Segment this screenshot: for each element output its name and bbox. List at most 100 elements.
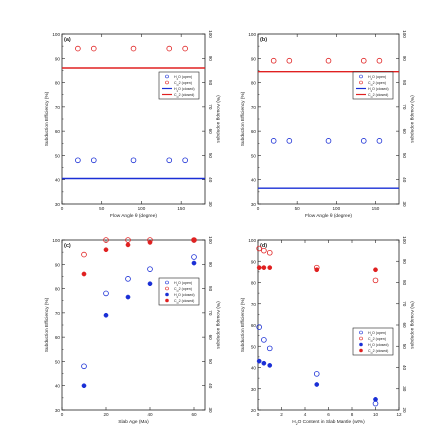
- y-tick-label-right: 100: [402, 30, 407, 38]
- data-point: [103, 237, 109, 243]
- legend-entry: H2O (closed): [174, 293, 195, 299]
- data-point: [261, 337, 267, 343]
- legend-swatch: [165, 280, 169, 285]
- y-tick-label-right: 30: [208, 201, 213, 207]
- y-tick-label: 100: [52, 238, 60, 243]
- data-point: [191, 254, 197, 260]
- data-point: [130, 157, 137, 164]
- data-point: [166, 45, 173, 52]
- data-point: [182, 157, 188, 164]
- y-axis-label-right: (%) Aouapg uopnpqns: [409, 301, 415, 349]
- y-tick-label-right: 50: [402, 153, 407, 159]
- y-tick-label-right: 80: [402, 80, 407, 86]
- legend-entry: H2O (open): [174, 75, 192, 81]
- legend-swatch: [359, 348, 363, 353]
- y-tick-label-right: 50: [402, 344, 407, 350]
- data-point: [147, 240, 153, 245]
- y-tick-label: 80: [251, 281, 257, 286]
- legend-entry: CO2 (open): [174, 81, 192, 87]
- y-axis-label-right: (%) Aouapg uopnpqns: [215, 95, 221, 143]
- x-tick-label: 100: [138, 206, 146, 211]
- x-tick-label: 100: [332, 206, 340, 211]
- y-tick-label: 50: [251, 344, 257, 349]
- data-point: [75, 45, 81, 52]
- data-point: [314, 267, 320, 273]
- y-tick-label: 40: [55, 178, 61, 183]
- y-tick-label-right: 80: [402, 280, 407, 286]
- y-tick-label-right: 50: [208, 359, 213, 365]
- x-tick-label: 12: [396, 412, 402, 417]
- y-tick-label-right: 100: [208, 30, 213, 38]
- y-tick-label-right: 70: [402, 301, 407, 307]
- series-co2-open: [256, 245, 379, 284]
- data-point: [90, 45, 97, 52]
- data-point: [103, 290, 109, 297]
- panel-label: (a): [64, 37, 71, 43]
- legend-entry: CO2 (open): [368, 81, 386, 87]
- series-co2-open: [75, 45, 188, 52]
- x-tick-label: 6: [327, 412, 330, 417]
- data-point: [191, 260, 197, 266]
- x-tick-label: 150: [372, 206, 380, 211]
- y-axis-label-right: (%) Aouapg uopnpqns: [215, 301, 221, 349]
- x-tick-label: 4: [304, 412, 307, 417]
- chart-panel-a: 30 30 40 40 50 50 60 60 70 70 80 80 90 90 100 100 0 50 100…: [44, 30, 221, 219]
- data-point: [103, 247, 109, 253]
- data-point: [90, 157, 97, 164]
- y-tick-label: 90: [251, 259, 257, 264]
- data-point: [376, 138, 383, 144]
- data-point: [286, 57, 293, 64]
- series-h2o-closed: [81, 260, 197, 389]
- data-point: [81, 363, 87, 370]
- data-point: [147, 281, 153, 287]
- data-point: [182, 45, 188, 52]
- y-tick-label: 30: [251, 202, 257, 207]
- data-point: [125, 242, 131, 248]
- legend: H2O (open)CO2 (open)H2O (closed)CO2 (clo…: [352, 327, 394, 356]
- y-tick-label-right: 100: [208, 236, 213, 244]
- x-tick-label: 0: [61, 206, 64, 211]
- plot-frame: [257, 239, 400, 411]
- data-point: [261, 360, 267, 366]
- y-tick-label: 80: [251, 81, 257, 86]
- data-point: [166, 157, 173, 164]
- data-point: [125, 276, 131, 282]
- series-co2-open: [270, 57, 383, 64]
- data-point: [191, 237, 197, 243]
- chart-panel-c: 30 30 40 40 50 50 60 60 70 70 80 80 90 90 100 100 0 20 40 6…: [44, 236, 221, 425]
- x-tick-label: 20: [103, 412, 109, 417]
- y-tick-label-right: 40: [208, 383, 213, 389]
- legend-entry: H2O (closed): [368, 343, 389, 349]
- data-point: [325, 57, 332, 64]
- x-tick-label: 50: [295, 206, 301, 211]
- data-point: [256, 245, 262, 252]
- y-tick-label-right: 60: [208, 335, 213, 341]
- y-tick-label-right: 30: [402, 201, 407, 207]
- data-point: [147, 266, 153, 272]
- legend-entry: H2O (closed): [368, 87, 389, 93]
- y-tick-label-right: 40: [208, 177, 213, 183]
- series-h2o-open: [270, 138, 383, 144]
- data-point: [267, 265, 273, 270]
- x-tick-label: 10: [373, 412, 379, 417]
- y-tick-label-right: 100: [402, 236, 407, 244]
- x-tick-label: 0: [257, 206, 260, 211]
- y-tick-label: 100: [248, 32, 256, 37]
- x-tick-label: 2: [280, 412, 283, 417]
- data-point: [376, 57, 383, 64]
- panel-label: (c): [64, 243, 71, 249]
- data-point: [270, 138, 277, 144]
- x-tick-label: 40: [147, 412, 153, 417]
- y-tick-label-right: 20: [402, 407, 407, 413]
- y-tick-label: 60: [251, 129, 257, 134]
- data-point: [313, 371, 320, 377]
- legend-swatch: [359, 342, 363, 347]
- y-tick-label: 70: [251, 302, 257, 307]
- y-tick-label-right: 70: [208, 310, 213, 316]
- chart-panel-d: 20 20 30 30 40 40 50 50 60 60 70 70 80 80 90 90 100 100 0 2…: [240, 236, 415, 426]
- x-tick-label: 8: [351, 412, 354, 417]
- y-tick-label-right: 80: [208, 286, 213, 292]
- legend-swatch: [165, 292, 169, 297]
- legend-swatch: [165, 74, 169, 79]
- x-tick-label: 60: [191, 412, 197, 417]
